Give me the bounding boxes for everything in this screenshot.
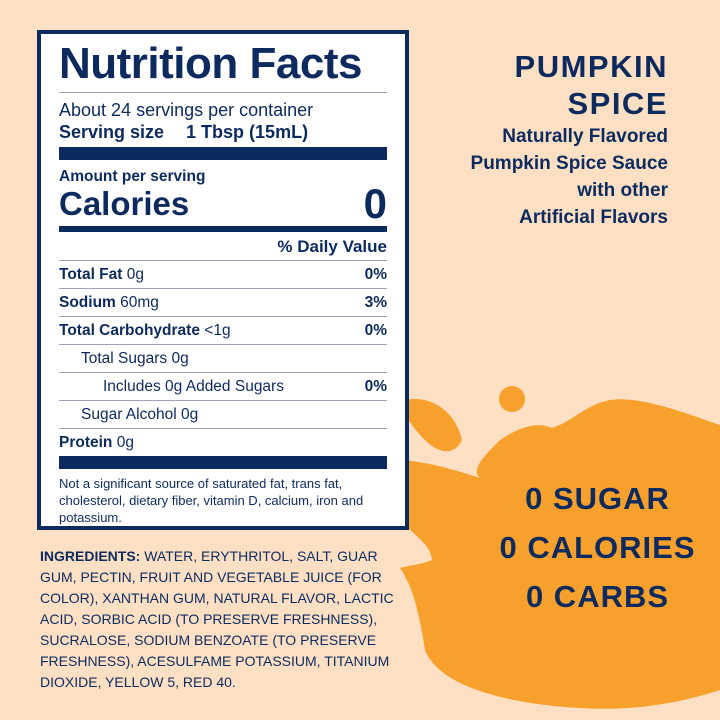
amount-per-serving: Amount per serving [59,168,206,185]
nutrient-row: Total Sugars 0g [59,344,387,372]
calories-value: 0 [363,180,387,227]
ingredients: INGREDIENTS: WATER, ERYTHRITOL, SALT, GU… [40,548,394,690]
nutrition-facts-panel: Nutrition Facts About 24 servings per co… [37,30,409,530]
claim-calories: 0 CALORIES [499,530,696,565]
footnote: Not a significant source of saturated fa… [59,476,364,525]
serving-size-value: 1 Tbsp (15mL) [186,122,309,142]
claim-carbs: 0 CARBS [525,579,670,614]
nutrient-row: Protein 0g [59,428,387,456]
nutrient-row: Includes 0g Added Sugars 0% [59,372,387,400]
nutrient-row: Sodium 60mg 3% [59,288,387,316]
nutrient-row: Total Fat 0g 0% [59,260,387,288]
nutrient-row: Sugar Alcohol 0g [59,400,387,428]
product-description: Naturally Flavored Pumpkin Spice Sauce w… [470,126,668,228]
nutrition-title: Nutrition Facts [59,39,362,88]
product-name: PUMPKIN SPICE [514,49,668,121]
serving-size-label: Serving size [59,122,165,142]
nutrient-row: Total Carbohydrate <1g 0% [59,316,387,344]
daily-value-header: % Daily Value [277,237,387,256]
claim-sugar: 0 SUGAR [525,481,670,516]
servings-per-container: About 24 servings per container [59,100,314,120]
calories-label: Calories [59,185,190,222]
